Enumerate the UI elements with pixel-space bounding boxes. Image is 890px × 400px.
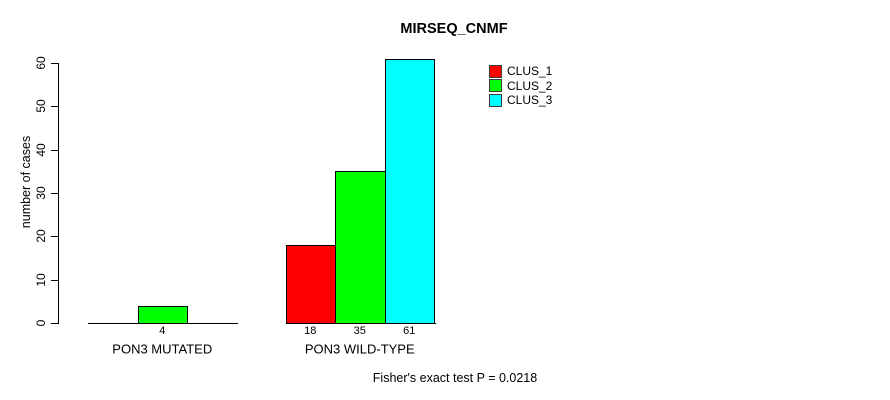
legend-label: CLUS_3 (507, 93, 553, 107)
bar-value-label: 35 (353, 325, 366, 337)
legend-label: CLUS_1 (507, 64, 553, 78)
y-axis-tick (51, 279, 58, 281)
y-axis-tick-label: 20 (34, 229, 48, 244)
legend-label: CLUS_2 (507, 78, 553, 93)
bar-clus_3 (384, 58, 435, 324)
y-axis-tick-label: 40 (34, 142, 48, 157)
y-axis-tick-label: 50 (34, 99, 48, 114)
group-label: PON3 MUTATED (112, 341, 213, 357)
bar-clus_1 (285, 245, 336, 324)
bar-value-label: 61 (403, 325, 416, 337)
y-axis-tick-label: 10 (34, 272, 48, 287)
legend-row: CLUS_1 (489, 64, 552, 79)
y-axis-tick (51, 149, 58, 151)
y-axis-tick (51, 106, 58, 108)
y-axis-tick-label: 30 (34, 186, 48, 200)
y-axis-tick (51, 63, 58, 64)
legend-row: CLUS_2 (489, 79, 552, 94)
legend: CLUS_1 CLUS_2 CLUS_3 (489, 64, 552, 108)
bar-value-label: 18 (304, 325, 317, 337)
y-axis-label: number of cases (19, 135, 33, 229)
bar-value-label: 4 (159, 325, 166, 337)
legend-swatch-clus_2 (489, 79, 502, 93)
y-axis-line (58, 63, 59, 324)
y-axis-tick (51, 323, 58, 324)
bar-clus_2 (335, 171, 386, 324)
legend-row: CLUS_3 (489, 93, 552, 108)
group-label: PON3 WILD-TYPE (304, 341, 415, 357)
legend-swatch-clus_1 (489, 64, 502, 78)
y-axis-tick (51, 193, 58, 194)
legend-swatch-clus_3 (489, 93, 502, 107)
y-axis-tick-label: 0 (34, 319, 48, 327)
annotation-fisher-test: Fisher's exact test P = 0.0218 (372, 371, 538, 385)
y-axis-tick-label: 60 (34, 56, 48, 70)
y-axis-tick (51, 236, 58, 238)
bar-clus_2 (137, 305, 188, 324)
chart-title: MIRSEQ_CNMF (400, 21, 508, 37)
